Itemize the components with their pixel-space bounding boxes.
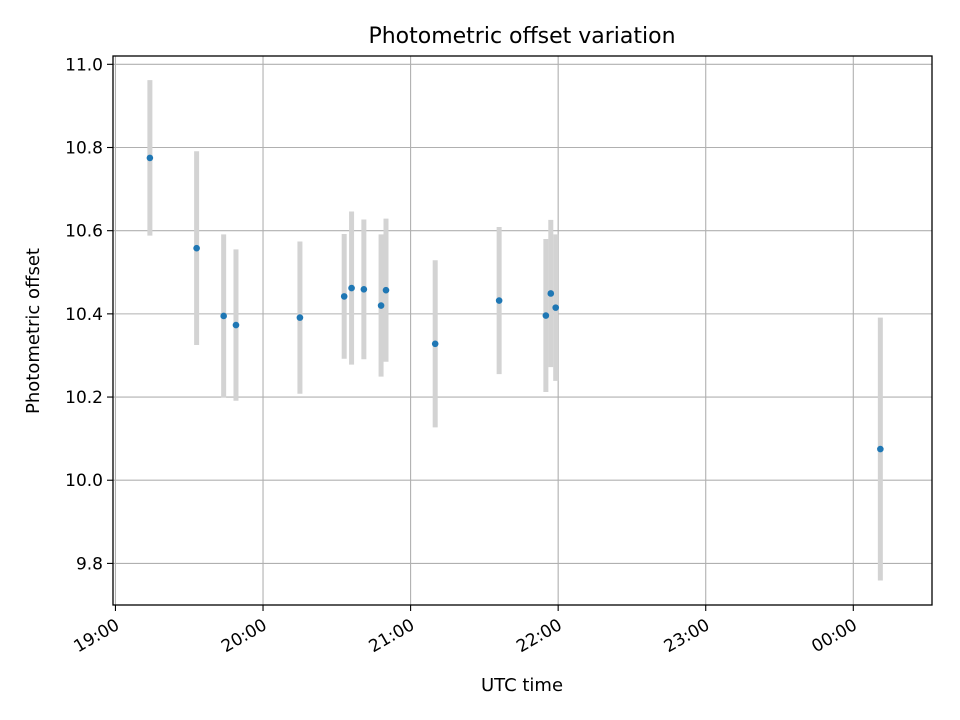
- errorbars: [147, 80, 883, 581]
- x-tick-label: 19:00: [71, 615, 123, 657]
- data-point: [877, 445, 884, 453]
- x-tick-label: 23:00: [661, 615, 713, 657]
- data-point: [431, 340, 439, 348]
- data-point: [193, 244, 200, 252]
- x-tick-label: 22:00: [513, 615, 565, 657]
- data-point: [220, 312, 227, 320]
- data-point: [382, 286, 390, 294]
- y-tick-label: 10.8: [65, 139, 103, 159]
- data-point: [377, 302, 385, 309]
- chart-title: Photometric offset variation: [368, 24, 675, 49]
- x-axis-label: UTC time: [481, 675, 563, 696]
- data-point: [340, 293, 348, 300]
- y-tick-label: 10.0: [65, 471, 103, 491]
- y-tick-label: 10.2: [65, 388, 103, 408]
- x-tick-label: 21:00: [366, 615, 418, 657]
- data-point: [146, 154, 154, 162]
- data-point: [547, 290, 555, 297]
- data-point: [542, 312, 550, 319]
- data-point: [552, 304, 560, 311]
- data-point: [232, 321, 240, 329]
- data-point: [348, 284, 355, 292]
- plot-frame: [112, 55, 933, 606]
- data-point: [495, 297, 503, 304]
- y-tick-label: 9.8: [76, 554, 103, 574]
- data-point: [360, 286, 368, 293]
- x-tick-label: 00:00: [808, 615, 860, 657]
- data-points: [146, 154, 884, 453]
- x-tick-label: 20:00: [218, 615, 270, 657]
- y-tick-label: 10.4: [65, 305, 103, 325]
- y-tick-label: 11.0: [65, 55, 103, 75]
- grid: [113, 56, 932, 605]
- y-tick-label: 10.6: [65, 222, 103, 242]
- y-axis-label: Photometric offset: [23, 248, 44, 414]
- x-axis: 19:00 20:00 21:00 22:00 23:00 00:00: [71, 605, 861, 657]
- data-point: [296, 314, 304, 321]
- y-axis: 9.8 10.0 10.2 10.4 10.6 10.8 11.0: [65, 55, 113, 574]
